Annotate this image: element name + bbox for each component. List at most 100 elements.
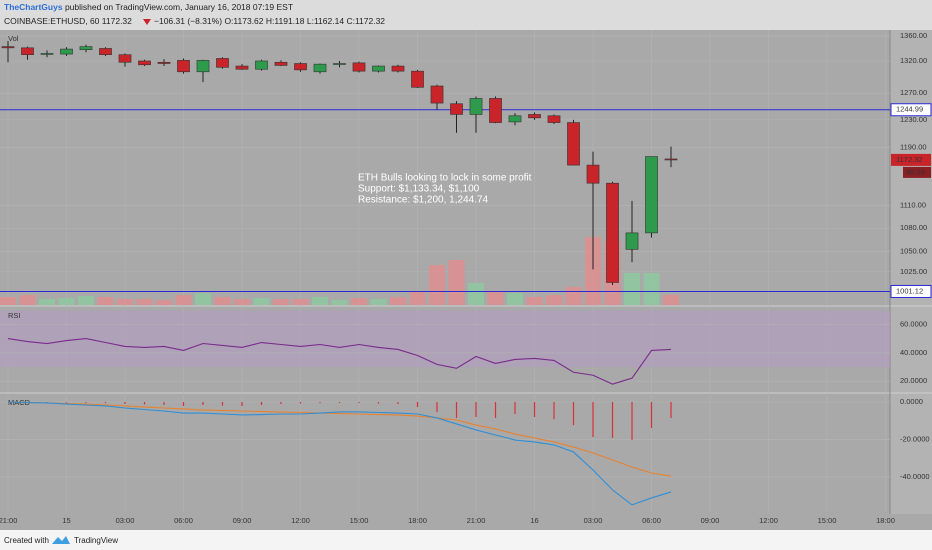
histogram-bar	[494, 402, 497, 418]
x-tick-label: 12:00	[291, 516, 310, 525]
histogram-bar	[670, 402, 672, 418]
histogram-bar	[592, 402, 594, 438]
price-line-tag	[890, 103, 932, 117]
y-tick-label: 1080.00	[900, 223, 927, 232]
volume-bar	[389, 297, 407, 305]
volume-bar	[623, 273, 641, 305]
histogram-bar	[572, 402, 575, 426]
volume-bar	[155, 300, 173, 305]
histogram-bar	[221, 402, 224, 406]
volume-bar	[506, 293, 524, 305]
volume-bar	[428, 265, 446, 305]
footer-bar	[0, 530, 932, 550]
annotation: Resistance: $1,200, 1,244.74	[358, 195, 489, 206]
candle-body	[664, 158, 678, 161]
annotation: ETH Bulls looking to lock in some profit	[358, 173, 532, 184]
histogram-bar	[319, 402, 321, 403]
candle-body	[606, 182, 619, 283]
candle-body	[586, 164, 600, 184]
volume-bar	[272, 299, 290, 305]
last-price-tag	[891, 153, 931, 166]
y-tick-label: 1320.00	[900, 56, 927, 65]
histogram-bar	[163, 402, 165, 405]
histogram-bar	[124, 402, 126, 404]
tradingview-logo	[52, 536, 70, 544]
histogram-bar	[397, 402, 399, 405]
candle-body	[79, 46, 93, 51]
candle-body	[313, 63, 327, 73]
x-tick-label: 06:00	[174, 516, 193, 525]
histogram-bar	[338, 402, 341, 403]
candle-body	[235, 65, 249, 70]
histogram-bar	[65, 402, 68, 403]
candle-body	[625, 232, 639, 250]
histogram-bar	[260, 402, 263, 405]
volume-bar	[194, 293, 212, 305]
volume-bar	[545, 295, 563, 305]
histogram-bar	[533, 402, 536, 417]
published: published on TradingView.com, January 16…	[65, 2, 293, 12]
histogram-bar	[611, 402, 614, 438]
candle-body	[294, 63, 307, 71]
volume-bar	[350, 298, 368, 305]
y-tick-label: 60.0000	[900, 320, 927, 329]
volume-bar	[565, 287, 582, 305]
volume-bar	[487, 291, 504, 305]
y-tick-label: -20.0000	[900, 434, 930, 443]
volume-bar	[58, 298, 75, 305]
countdown: 40:26	[906, 167, 925, 176]
volume-bar	[467, 283, 485, 305]
x-tick-label: 06:00	[642, 516, 661, 525]
volume-bar	[175, 295, 192, 305]
footer-brand: TradingView	[74, 536, 118, 545]
candle-body	[645, 156, 658, 234]
candle-body	[333, 63, 346, 65]
candle-body	[567, 122, 580, 166]
price-line-label: 1001.12	[896, 286, 923, 295]
candle-body	[99, 48, 112, 55]
time-axis-area	[0, 514, 932, 530]
ohlc-open: O:1173.62	[224, 16, 263, 26]
candle-body	[21, 47, 34, 55]
candle-body	[216, 58, 229, 68]
histogram-bar	[358, 402, 360, 403]
countdown-tag	[903, 166, 931, 178]
histogram-bar	[631, 402, 633, 441]
histogram-bar	[85, 402, 87, 403]
candle-body	[40, 53, 54, 55]
candle-body	[489, 98, 502, 123]
volume-bar	[77, 296, 95, 305]
macd-line	[7, 401, 672, 506]
header-bar	[0, 0, 932, 30]
last-price: 1172.32	[102, 16, 132, 26]
author: TheChartGuys	[4, 2, 63, 12]
pane-label: RSI	[8, 311, 21, 320]
volume-bar	[253, 298, 270, 305]
histogram-bar	[416, 402, 419, 408]
x-tick-label: 09:00	[233, 516, 252, 525]
y-tick-label: 40.0000	[900, 348, 927, 357]
x-tick-label: 03:00	[584, 516, 603, 525]
histogram-bar	[436, 402, 438, 412]
x-tick-label: 21:00	[0, 516, 17, 525]
histogram-bar	[553, 402, 555, 420]
histogram-bar	[182, 402, 185, 406]
candle-body	[352, 62, 366, 72]
ohlc-close: C:1172.32	[346, 16, 385, 26]
histogram-bar	[241, 402, 243, 406]
x-tick-label: 12:00	[759, 516, 778, 525]
y-tick-label: 1050.00	[900, 247, 927, 256]
y-tick-label: 1110.00	[900, 200, 926, 209]
candle-body	[118, 54, 132, 63]
volume-bar	[38, 299, 56, 305]
ohlc-low: L:1162.14	[307, 16, 344, 26]
pane-label: Vol	[8, 34, 19, 43]
price-line-tag	[890, 284, 932, 298]
histogram-bar	[299, 402, 302, 404]
histogram-bar	[650, 402, 653, 429]
y-tick-label: 1230.00	[900, 115, 927, 124]
volume-bar	[448, 260, 465, 305]
volume-bar	[233, 299, 251, 305]
candle-body	[508, 115, 522, 123]
